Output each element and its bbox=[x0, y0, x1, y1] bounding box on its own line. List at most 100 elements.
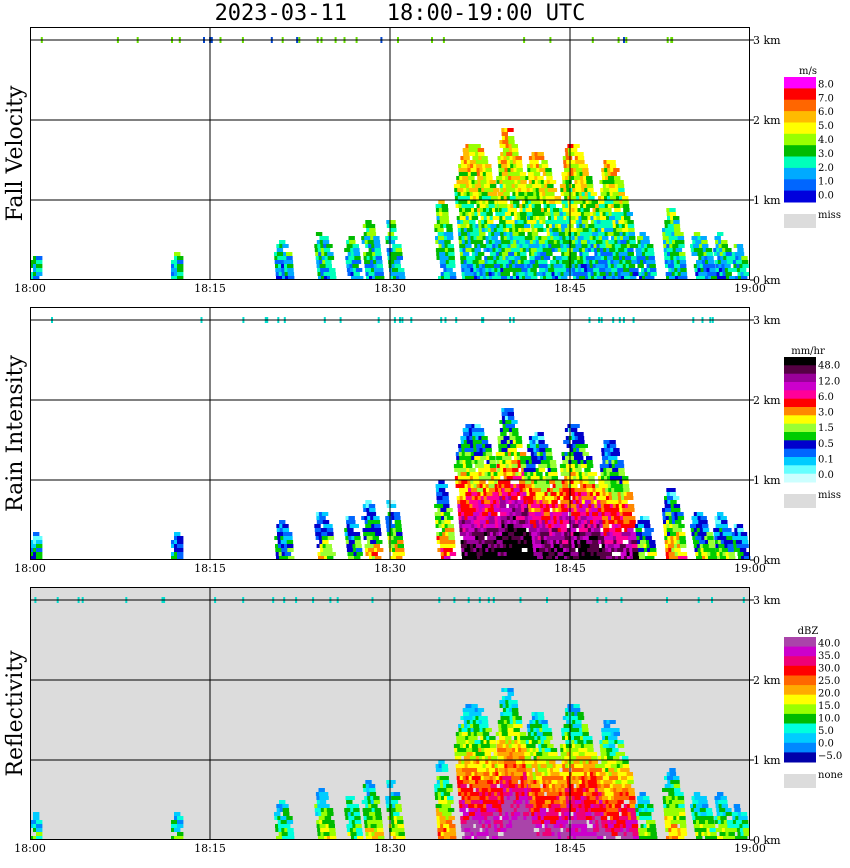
fall-velocity-echo-pixel bbox=[515, 236, 523, 240]
fall-velocity-echo-pixel bbox=[626, 212, 633, 216]
reflectivity-echo-pixel bbox=[391, 800, 399, 804]
rain-intensity-echo-pixel bbox=[617, 460, 624, 464]
rain-intensity-echo-pixel bbox=[550, 468, 558, 472]
fall-velocity-echo-pixel bbox=[709, 268, 716, 272]
fall-velocity-echo-pixel bbox=[323, 272, 330, 276]
rain-intensity-echo-pixel bbox=[477, 460, 484, 464]
rain-intensity-echo-pixel bbox=[575, 468, 582, 472]
rain-intensity-echo-pixel bbox=[326, 524, 333, 528]
reflectivity-echo-pixel bbox=[466, 788, 474, 792]
rain-intensity-echo-pixel bbox=[586, 464, 594, 468]
reflectivity-echo-pixel bbox=[394, 796, 401, 800]
fall-velocity-echo-pixel bbox=[501, 132, 508, 136]
fall-velocity-echo-pixel bbox=[614, 208, 621, 212]
fall-velocity-echo-pixel bbox=[519, 172, 527, 176]
fall-velocity-echo-pixel bbox=[573, 144, 580, 148]
rain-intensity-colorbar-label: 12.0 bbox=[818, 376, 840, 387]
reflectivity-echo-pixel bbox=[467, 764, 474, 768]
rain-intensity-echo-pixel bbox=[529, 520, 537, 524]
reflectivity-echo-pixel bbox=[348, 796, 355, 800]
rain-intensity-echo-pixel bbox=[443, 504, 450, 508]
rain-intensity-echo-pixel bbox=[325, 544, 332, 548]
rain-intensity-echo-pixel bbox=[460, 436, 467, 440]
fall-velocity-echo-pixel bbox=[277, 252, 284, 256]
reflectivity-echo-pixel bbox=[282, 836, 289, 840]
rain-intensity-echo-pixel bbox=[511, 496, 518, 500]
fall-velocity-echo-pixel bbox=[502, 148, 510, 152]
fall-velocity-colorbar-swatch bbox=[784, 99, 816, 112]
rain-intensity-echo-pixel bbox=[326, 548, 333, 552]
reflectivity-echo-pixel bbox=[506, 712, 513, 716]
fall-velocity-echo-pixel bbox=[446, 232, 454, 236]
reflectivity-echo-pixel bbox=[489, 736, 496, 740]
rain-intensity-echo-pixel bbox=[507, 416, 515, 420]
fall-velocity-echo-pixel bbox=[576, 228, 584, 232]
rain-intensity-echo-pixel bbox=[736, 544, 743, 548]
reflectivity-echo-pixel bbox=[177, 836, 184, 840]
fall-velocity-echo-pixel bbox=[36, 256, 43, 260]
rain-intensity-echo-pixel bbox=[702, 524, 709, 528]
reflectivity-echo-pixel bbox=[511, 780, 518, 784]
fall-velocity-echo-pixel bbox=[727, 268, 735, 272]
rain-intensity-echo-pixel bbox=[442, 496, 449, 500]
rain-intensity-echo-pixel bbox=[512, 432, 519, 436]
rain-intensity-echo-pixel bbox=[733, 548, 741, 552]
rain-intensity-colorbar-swatch bbox=[784, 357, 816, 366]
rain-intensity-echo-pixel bbox=[551, 528, 559, 532]
fall-velocity-echo-pixel bbox=[537, 152, 544, 156]
rain-intensity-echo-pixel bbox=[473, 512, 480, 516]
rain-intensity-echo-pixel bbox=[322, 540, 329, 544]
rain-intensity-echo-pixel bbox=[507, 408, 514, 412]
fall-velocity-echo-pixel bbox=[450, 276, 457, 280]
reflectivity-echo-pixel bbox=[479, 760, 486, 764]
fall-velocity-echo-pixel bbox=[375, 252, 382, 256]
rain-intensity-echo-pixel bbox=[559, 488, 566, 492]
fall-velocity-echo-pixel bbox=[475, 256, 482, 260]
rain-intensity-echo-pixel bbox=[670, 532, 677, 536]
rain-intensity-echo-pixel bbox=[505, 456, 512, 460]
fall-velocity-echo-pixel bbox=[696, 276, 703, 280]
fall-velocity-echo-pixel bbox=[462, 148, 470, 152]
rain-intensity-echo-pixel bbox=[506, 552, 514, 556]
reflectivity-echo-pixel bbox=[33, 816, 40, 820]
fall-velocity-echo-pixel bbox=[697, 252, 704, 256]
rain-intensity-echo-pixel bbox=[481, 476, 489, 480]
reflectivity-echo-pixel bbox=[527, 832, 535, 836]
fall-velocity-echo-pixel bbox=[497, 240, 505, 244]
rain-intensity-echo-pixel bbox=[623, 488, 630, 492]
fall-velocity-echo-pixel bbox=[474, 248, 481, 252]
rain-intensity-echo-pixel bbox=[632, 552, 639, 556]
rain-intensity-echo-pixel bbox=[649, 544, 656, 548]
rain-intensity-echo-pixel bbox=[741, 540, 749, 544]
fall-velocity-echo-pixel bbox=[448, 260, 456, 264]
fall-velocity-echo-pixel bbox=[469, 160, 477, 164]
reflectivity-echo-pixel bbox=[455, 764, 462, 768]
rain-intensity-echo-pixel bbox=[516, 444, 523, 448]
fall-velocity-echo-pixel bbox=[377, 268, 384, 272]
rain-intensity-echo-pixel bbox=[593, 528, 601, 532]
rain-intensity-echo-pixel bbox=[519, 452, 527, 456]
rain-intensity-echo-pixel bbox=[729, 556, 736, 560]
rain-intensity-echo-pixel bbox=[613, 452, 620, 456]
reflectivity-echo-pixel bbox=[516, 772, 524, 776]
fall-velocity-echo-pixel bbox=[545, 248, 553, 252]
reflectivity-echo-pixel bbox=[483, 744, 491, 748]
reflectivity-echo-pixel bbox=[441, 768, 449, 772]
rain-intensity-echo-pixel bbox=[581, 548, 588, 552]
rain-intensity-echo-pixel bbox=[679, 540, 687, 544]
fall-velocity-echo-pixel bbox=[609, 164, 617, 168]
fall-velocity-echo-pixel bbox=[570, 256, 578, 260]
rain-intensity-echo-pixel bbox=[635, 528, 642, 532]
fall-velocity-echo-pixel bbox=[627, 252, 634, 256]
rain-intensity-echo-pixel bbox=[690, 524, 697, 528]
fall-velocity-echo-pixel bbox=[444, 240, 451, 244]
rain-intensity-echo-pixel bbox=[586, 540, 593, 544]
reflectivity-echo-pixel bbox=[348, 816, 355, 820]
rain-intensity-echo-pixel bbox=[518, 552, 526, 556]
rain-intensity-echo-pixel bbox=[368, 504, 376, 508]
reflectivity-echo-pixel bbox=[489, 808, 496, 812]
fall-velocity-echo-pixel bbox=[561, 228, 568, 232]
rain-intensity-echo-pixel bbox=[510, 492, 518, 496]
reflectivity-echo-pixel bbox=[330, 836, 337, 840]
fall-velocity-echo-pixel bbox=[530, 248, 538, 252]
